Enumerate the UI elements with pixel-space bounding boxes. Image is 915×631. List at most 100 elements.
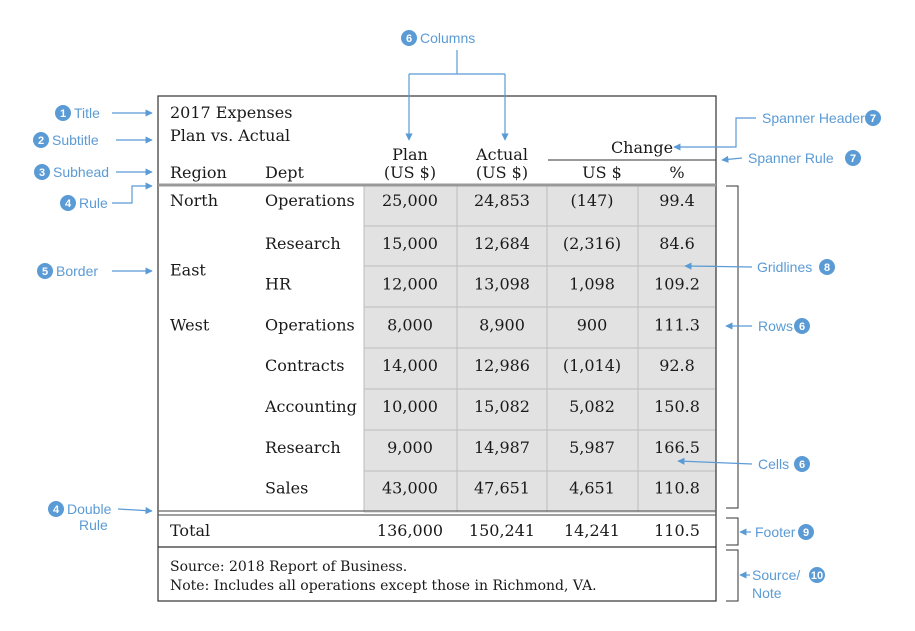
badge-icon: [60, 195, 76, 211]
cell-region: East: [170, 261, 206, 280]
cell-pct: 110.8: [654, 479, 700, 498]
cell-usd: (1,014): [563, 356, 621, 375]
table-row: Contracts 14,000 12,986 (1,014) 92.8: [265, 356, 695, 375]
svg-text:Rule: Rule: [79, 517, 108, 533]
table-row: Research 9,000 14,987 5,987 166.5: [265, 438, 700, 457]
annotation-rule: 4 Rule: [60, 182, 153, 211]
header-dept: Dept: [265, 163, 305, 182]
badge-icon: [401, 30, 417, 46]
svg-text:Columns: Columns: [420, 30, 475, 46]
cell-pct: 166.5: [654, 438, 700, 457]
svg-text:Double: Double: [67, 501, 112, 517]
svg-text:Border: Border: [56, 263, 98, 279]
cell-dept: Research: [265, 438, 341, 457]
footer-row: Total 136,000 150,241 14,241 110.5: [170, 521, 700, 540]
header-pct: %: [669, 163, 684, 182]
cell-pct: 92.8: [659, 356, 695, 375]
total-usd: 14,241: [564, 521, 620, 540]
data-cells-background: [364, 185, 716, 513]
cell-pct: 84.6: [659, 234, 695, 253]
annotation-gridlines: Gridlines 8: [684, 259, 835, 275]
cell-actual: 12,684: [474, 234, 530, 253]
svg-text:7: 7: [850, 153, 856, 165]
table-row: West Operations 8,000 8,900 900 111.3: [170, 315, 700, 334]
svg-text:4: 4: [53, 504, 60, 516]
cell-dept: Sales: [265, 479, 308, 498]
badge-icon: [819, 259, 835, 275]
annotation-subtitle: 2 Subtitle: [33, 132, 153, 148]
header-plan-line2: (US $): [384, 163, 436, 182]
badge-icon: [55, 105, 71, 121]
cell-dept: Contracts: [265, 356, 344, 375]
cell-plan: 43,000: [382, 479, 438, 498]
svg-text:Subtitle: Subtitle: [52, 132, 99, 148]
svg-text:1: 1: [60, 108, 66, 120]
table-row: North Operations 25,000 24,853 (147) 99.4: [170, 191, 695, 210]
cell-dept: Research: [265, 234, 341, 253]
svg-text:6: 6: [799, 459, 805, 471]
cell-pct: 111.3: [654, 315, 700, 334]
cell-plan: 15,000: [382, 234, 438, 253]
svg-text:Note: Note: [752, 585, 782, 601]
table-body: North Operations 25,000 24,853 (147) 99.4 Rese…: [170, 191, 700, 498]
header-region: Region: [170, 163, 227, 182]
cell-pct: 150.8: [654, 397, 700, 416]
cell-region: North: [170, 191, 218, 210]
cell-usd: (147): [570, 191, 613, 210]
cell-usd: 4,651: [569, 479, 615, 498]
badge-icon: [794, 318, 810, 334]
table-subtitle: Plan vs. Actual: [170, 126, 290, 145]
total-plan: 136,000: [377, 521, 443, 540]
cell-plan: 25,000: [382, 191, 438, 210]
cell-usd: 5,082: [569, 397, 615, 416]
svg-text:9: 9: [803, 527, 809, 539]
badge-icon: [845, 150, 861, 166]
total-actual: 150,241: [469, 521, 535, 540]
annotation-spanner-header: Spanner Header 7: [673, 110, 881, 151]
cell-actual: 12,986: [474, 356, 530, 375]
cell-dept: Operations: [265, 315, 355, 334]
cell-dept: Operations: [265, 191, 355, 210]
svg-text:10: 10: [811, 570, 823, 582]
cell-usd: (2,316): [563, 234, 621, 253]
cell-usd: 900: [577, 315, 608, 334]
svg-text:Rule: Rule: [79, 195, 108, 211]
cell-actual: 15,082: [474, 397, 530, 416]
cell-actual: 47,651: [474, 479, 530, 498]
badge-icon: [798, 524, 814, 540]
annotation-subhead: 3 Subhead: [34, 164, 153, 180]
cell-actual: 8,900: [479, 315, 525, 334]
annotation-double-rule: 4 Double Rule: [48, 501, 153, 533]
annotation-footer: Footer 9: [739, 524, 814, 540]
annotation-title: 1 Title: [55, 105, 153, 121]
total-label: Total: [170, 521, 210, 540]
cell-dept: HR: [265, 275, 292, 294]
badge-icon: [794, 456, 810, 472]
annotation-cells: Cells 6: [677, 456, 810, 472]
annotation-source-note: Source/ 10 Note: [739, 567, 825, 601]
table-border: [157, 95, 717, 602]
cell-actual: 14,987: [474, 438, 530, 457]
annotation-rows: Rows 6: [725, 318, 810, 334]
table-row: Sales 43,000 47,651 4,651 110.8: [265, 479, 700, 498]
svg-text:Title: Title: [74, 105, 100, 121]
cell-plan: 12,000: [382, 275, 438, 294]
cell-plan: 10,000: [382, 397, 438, 416]
cell-pct: 109.2: [654, 275, 700, 294]
svg-text:Spanner Header: Spanner Header: [762, 110, 865, 126]
cell-dept: Accounting: [264, 397, 357, 416]
note-text: Note: Includes all operations except tho…: [170, 578, 597, 594]
annotation-columns: 6 Columns: [401, 30, 509, 141]
badge-icon: [33, 132, 49, 148]
svg-text:8: 8: [824, 262, 830, 274]
badge-icon: [34, 164, 50, 180]
spanner-header: Change: [611, 138, 673, 157]
cell-region: West: [170, 315, 210, 334]
cell-plan: 14,000: [382, 356, 438, 375]
svg-text:2: 2: [38, 135, 44, 147]
source-bracket: [726, 549, 739, 602]
gridlines: [363, 185, 716, 512]
cell-usd: 5,987: [569, 438, 615, 457]
